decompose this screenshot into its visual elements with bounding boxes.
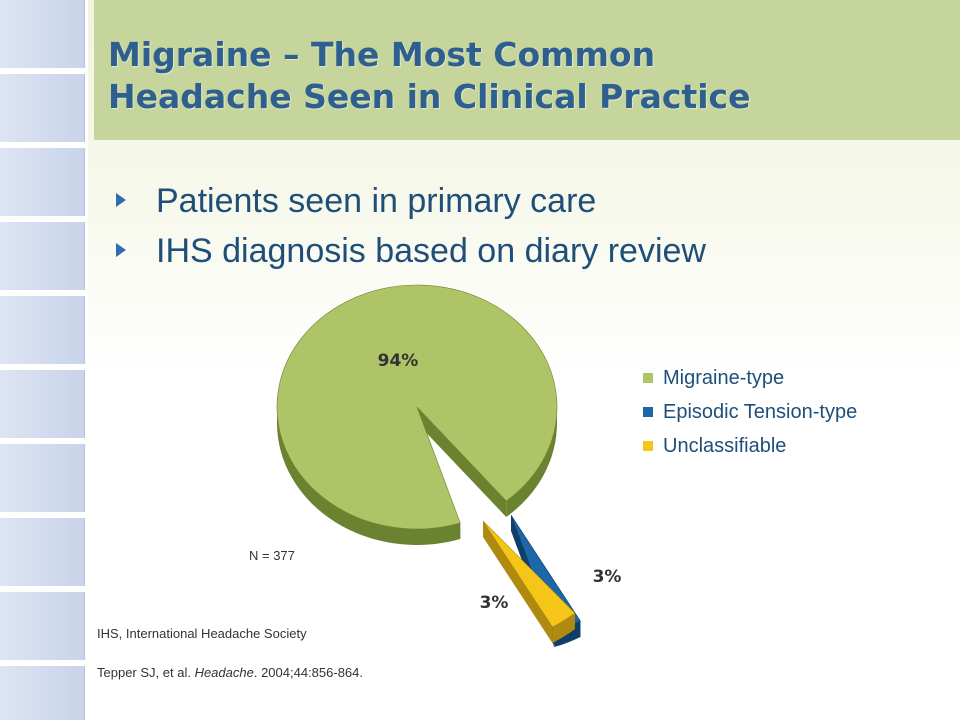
decor-tile (0, 148, 85, 216)
legend-item: Unclassifiable (643, 434, 857, 468)
bullet-item: Patients seen in primary care (112, 178, 706, 228)
pie-slice-unclassifiable (482, 520, 576, 643)
pie-slice-top (482, 520, 576, 628)
pie-slice-side (552, 613, 575, 643)
title-band (94, 0, 960, 140)
citation-journal: Headache (194, 665, 254, 680)
triangle-bullet-icon (116, 193, 126, 207)
pie-slice-wall (483, 521, 553, 643)
decor-tile (0, 74, 85, 142)
decor-tile (0, 0, 85, 68)
chart-legend: Migraine-type Episodic Tension-type Unclas… (643, 366, 857, 468)
pie-slice-migraine-type (276, 284, 558, 545)
bullet-list: Patients seen in primary care IHS diagno… (112, 178, 706, 278)
legend-swatch (643, 373, 653, 383)
decor-tile (0, 518, 85, 586)
abbreviation-footnote: IHS, International Headache Society (97, 626, 307, 641)
pie-slice-top (276, 284, 558, 530)
slide-title-line-1: Migraine – The Most Common (108, 35, 656, 74)
decor-tile (0, 296, 85, 364)
legend-label: Episodic Tension-type (663, 401, 858, 423)
legend-item: Migraine-type (643, 366, 857, 400)
decor-tile (0, 592, 85, 660)
citation-authors: Tepper SJ, et al. (97, 665, 195, 680)
pie-data-label: 94% (378, 351, 419, 371)
slide-title: Migraine – The Most Common Headache Seen… (108, 34, 751, 118)
sample-size-label: N = 377 (249, 548, 295, 563)
triangle-bullet-icon (116, 243, 126, 257)
decor-tile (0, 370, 85, 438)
legend-label: Unclassifiable (663, 435, 787, 457)
pie-data-label: 3% (480, 593, 509, 613)
legend-swatch (643, 441, 653, 451)
decor-tile (0, 444, 85, 512)
legend-item: Episodic Tension-type (643, 400, 857, 434)
pie-data-label: 3% (593, 567, 622, 587)
legend-label: Migraine-type (663, 367, 785, 389)
pie-slice-wall (417, 407, 507, 518)
left-tile-strip (0, 0, 88, 720)
bullet-text: Patients seen in primary care (156, 182, 597, 220)
bullet-text: IHS diagnosis based on diary review (156, 232, 706, 270)
decor-tile (0, 222, 85, 290)
citation-details: . 2004;44:856-864. (253, 665, 363, 680)
legend-swatch (643, 407, 653, 417)
citation-footnote: Tepper SJ, et al. Headache. 2004;44:856-… (97, 665, 363, 680)
bullet-item: IHS diagnosis based on diary review (112, 228, 706, 278)
decor-tile (0, 666, 85, 720)
slide-title-line-2: Headache Seen in Clinical Practice (108, 77, 751, 116)
